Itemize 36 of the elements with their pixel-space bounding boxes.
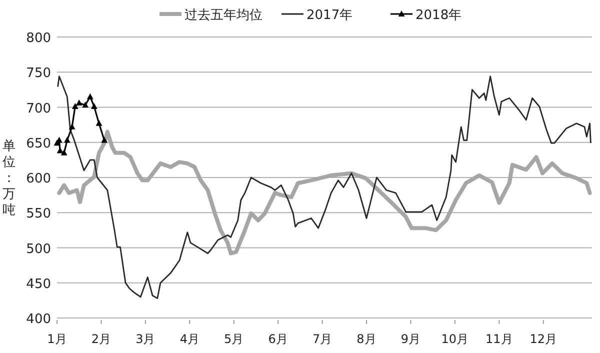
x-tick-label: 5月: [224, 332, 244, 346]
y-tick-label: 800: [26, 31, 51, 46]
x-tick-label: 11月: [486, 332, 513, 346]
legend-label: 2017年: [306, 8, 353, 23]
legend-label: 2018年: [416, 8, 462, 23]
point: [90, 103, 98, 110]
y-tick-label: 550: [26, 206, 51, 222]
x-tick-label: 8月: [356, 332, 376, 346]
point: [56, 147, 64, 154]
x-tick-label: 3月: [136, 332, 156, 346]
point: [68, 123, 76, 130]
x-tick-label: 10月: [441, 332, 469, 346]
point: [96, 120, 102, 126]
point: [64, 136, 70, 143]
y-tick-label: 700: [26, 101, 51, 116]
point: [72, 103, 78, 110]
point: [76, 100, 82, 106]
point: [60, 149, 68, 156]
point: [86, 93, 94, 100]
point: [82, 102, 88, 108]
x-tick-label: 4月: [180, 332, 200, 346]
x-tick-label: 12月: [530, 332, 558, 346]
x-tick-label: 2月: [91, 332, 112, 346]
x-tick-label: 1月: [47, 332, 67, 346]
point: [101, 136, 108, 143]
y-axis-title: 单位：万吨: [2, 139, 16, 218]
y-tick-label: 400: [26, 312, 51, 327]
y-tick-label: 750: [26, 66, 51, 82]
y-tick-label: 500: [26, 242, 51, 257]
legend-label: 过去五年均位: [184, 8, 262, 23]
y-tick-label: 600: [26, 172, 51, 186]
x-tick-label: 6月: [268, 332, 288, 346]
x-tick-label: 9月: [400, 332, 421, 346]
y-tick-label: 650: [26, 136, 51, 152]
x-tick-label: 7月: [312, 332, 332, 346]
y-tick-label: 450: [26, 276, 51, 292]
